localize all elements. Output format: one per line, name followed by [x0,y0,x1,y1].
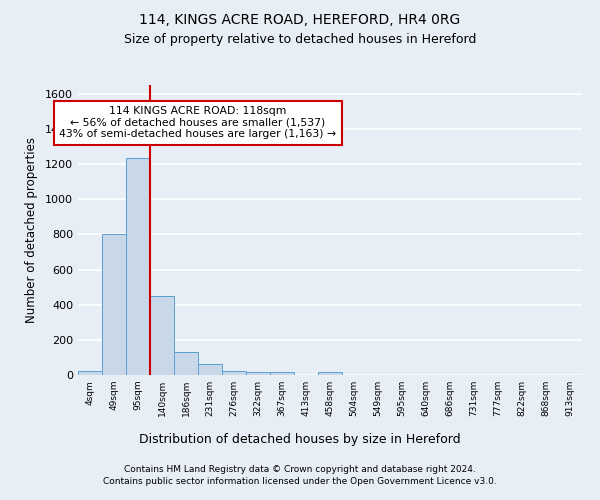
Bar [102,234,126,375]
Text: 114, KINGS ACRE ROAD, HEREFORD, HR4 0RG: 114, KINGS ACRE ROAD, HEREFORD, HR4 0RG [139,12,461,26]
Bar [78,370,102,375]
Bar [198,364,222,375]
Bar [126,158,150,375]
Bar [150,296,174,375]
Bar [246,372,270,375]
Bar [270,372,294,375]
Bar [318,372,342,375]
Text: 114 KINGS ACRE ROAD: 118sqm
← 56% of detached houses are smaller (1,537)
43% of : 114 KINGS ACRE ROAD: 118sqm ← 56% of det… [59,106,337,140]
Bar [174,352,198,375]
Text: Contains public sector information licensed under the Open Government Licence v3: Contains public sector information licen… [103,478,497,486]
Text: Contains HM Land Registry data © Crown copyright and database right 2024.: Contains HM Land Registry data © Crown c… [124,465,476,474]
Bar [222,370,246,375]
Text: Distribution of detached houses by size in Hereford: Distribution of detached houses by size … [139,432,461,446]
Text: Size of property relative to detached houses in Hereford: Size of property relative to detached ho… [124,32,476,46]
Y-axis label: Number of detached properties: Number of detached properties [25,137,38,323]
